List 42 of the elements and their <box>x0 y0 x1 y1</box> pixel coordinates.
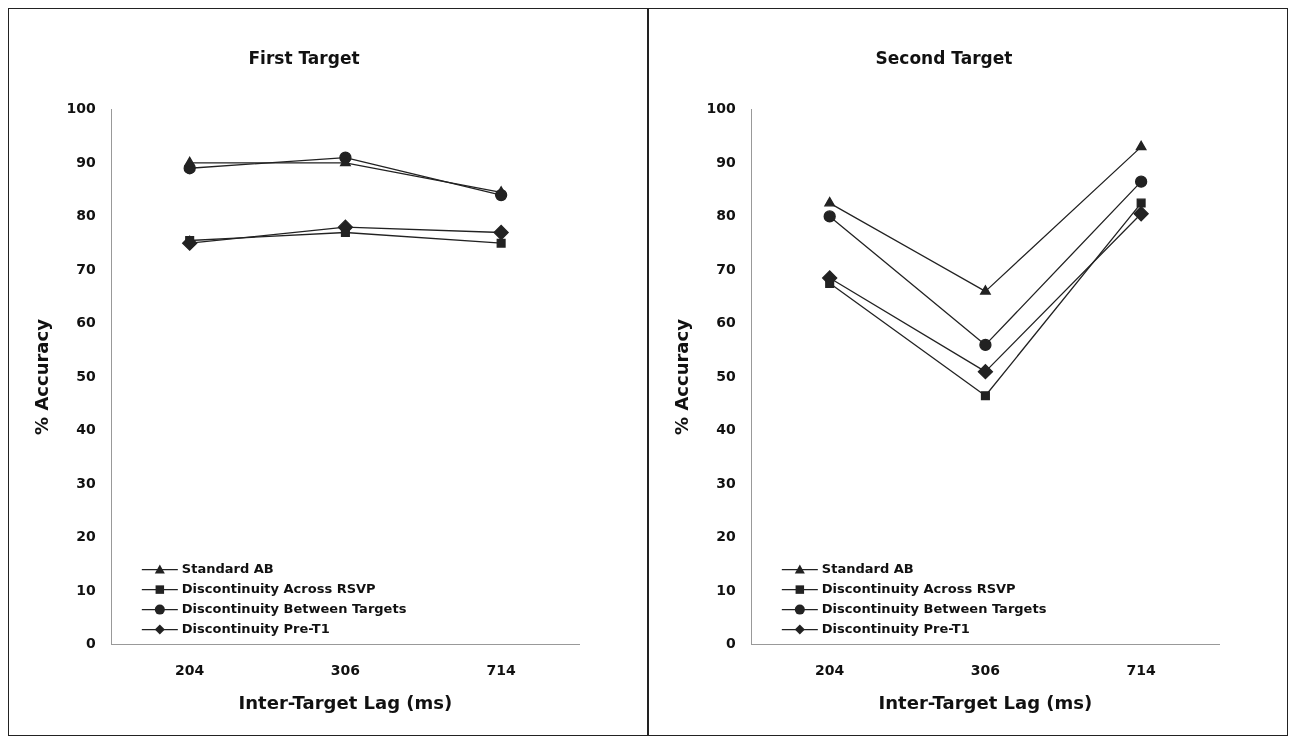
legend-label: Discontinuity Pre-T1 <box>181 620 330 636</box>
legend-label: Discontinuity Between Targets <box>181 600 407 616</box>
y-tick-label: 60 <box>716 314 737 331</box>
y-tick-label: 90 <box>716 153 737 170</box>
x-tick-label: 204 <box>815 661 845 678</box>
chart-title: First Target <box>248 47 360 68</box>
y-tick-label: 10 <box>76 581 97 598</box>
x-tick-label: 204 <box>175 661 205 678</box>
y-tick-label: 50 <box>76 367 97 384</box>
y-tick-label: 0 <box>726 635 737 652</box>
x-tick-label: 306 <box>330 661 361 678</box>
chart-title: Second Target <box>875 47 1013 68</box>
y-tick-label: 100 <box>66 100 97 117</box>
y-tick-label: 70 <box>76 260 97 277</box>
y-tick-label: 20 <box>76 528 97 545</box>
legend-label: Standard AB <box>181 560 274 576</box>
legend-label: Discontinuity Across RSVP <box>181 580 376 596</box>
y-tick-label: 60 <box>76 314 97 331</box>
y-tick-label: 30 <box>76 474 97 491</box>
y-tick-label: 50 <box>716 367 737 384</box>
y-axis-title: % Accuracy <box>31 318 53 435</box>
y-tick-label: 40 <box>716 421 737 438</box>
x-axis-title: Inter-Target Lag (ms) <box>238 691 453 713</box>
y-tick-label: 40 <box>76 421 97 438</box>
y-tick-label: 10 <box>716 581 737 598</box>
legend-label: Discontinuity Across RSVP <box>821 580 1016 596</box>
y-tick-label: 90 <box>76 153 97 170</box>
x-tick-label: 306 <box>970 661 1001 678</box>
legend-label: Discontinuity Between Targets <box>821 600 1047 616</box>
legend-label: Standard AB <box>821 560 914 576</box>
x-tick-label: 714 <box>486 661 516 678</box>
y-tick-label: 20 <box>716 528 737 545</box>
y-tick-label: 0 <box>86 635 97 652</box>
y-tick-label: 100 <box>706 100 737 117</box>
legend-label: Discontinuity Pre-T1 <box>821 620 970 636</box>
y-tick-label: 30 <box>716 474 737 491</box>
y-tick-label: 80 <box>76 207 97 224</box>
x-tick-label: 714 <box>1126 661 1156 678</box>
y-tick-label: 80 <box>716 207 737 224</box>
y-tick-label: 70 <box>716 260 737 277</box>
y-axis-title: % Accuracy <box>671 318 693 435</box>
x-axis-title: Inter-Target Lag (ms) <box>878 691 1093 713</box>
